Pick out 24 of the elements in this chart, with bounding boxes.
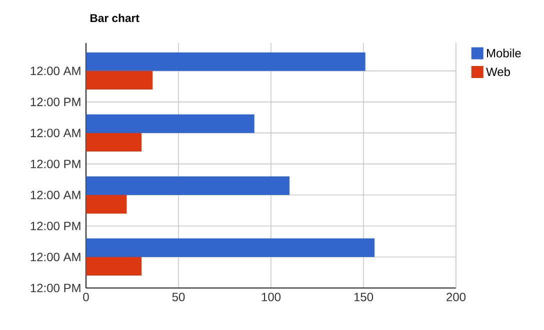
- bar: [86, 176, 290, 195]
- bar: [86, 52, 366, 71]
- y-tick-label: 12:00 PM: [30, 160, 80, 168]
- y-tick-label: 12:00 PM: [30, 98, 80, 106]
- x-tick-label: 50: [172, 292, 185, 302]
- bar: [86, 194, 127, 214]
- chart-title: Bar chart: [90, 14, 140, 22]
- y-tick-label: 12:00 AM: [30, 128, 80, 138]
- bar: [86, 114, 254, 133]
- bar: [86, 238, 375, 257]
- x-tick-label: 100: [262, 292, 281, 302]
- y-tick-label: 12:00 PM: [30, 222, 80, 230]
- bar: [86, 256, 142, 276]
- legend-label: Mobile: [487, 48, 521, 58]
- y-tick-label: 12:00 AM: [30, 252, 80, 262]
- y-tick-label: 12:00 AM: [30, 66, 80, 76]
- x-tick-label: 150: [354, 292, 374, 302]
- y-tick-label: 12:00 AM: [30, 190, 80, 200]
- bar: [86, 132, 142, 152]
- x-tick-label: 0: [83, 292, 89, 302]
- x-tick-label: 200: [446, 292, 466, 302]
- y-tick-label: 12:00 PM: [30, 284, 80, 292]
- legend-label: Web: [486, 67, 510, 76]
- bar: [86, 70, 153, 90]
